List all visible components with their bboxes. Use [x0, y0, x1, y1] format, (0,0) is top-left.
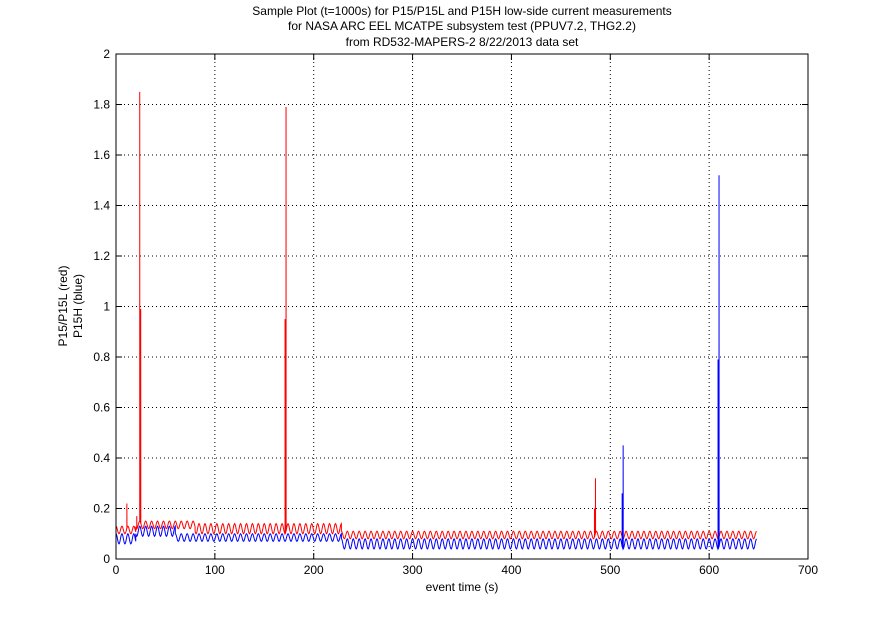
x-tick-label: 600 [699, 563, 719, 577]
series-layer [115, 91, 757, 551]
x-tick-label: 100 [205, 563, 225, 577]
y-tick-label: 1.6 [93, 148, 110, 162]
x-tick-label: 500 [600, 563, 620, 577]
y-tick-label: 1.8 [93, 98, 110, 112]
x-tick-label: 700 [798, 563, 818, 577]
y-tick-label: 1.2 [93, 249, 110, 263]
y-tick-label: 1.4 [93, 199, 110, 213]
y-tick-label: 0.6 [93, 401, 110, 415]
x-tick-label: 400 [501, 563, 521, 577]
grid-lines [116, 54, 808, 559]
y-axis-label-line-2: P15H (blue) [71, 274, 85, 338]
chart-title: Sample Plot (t=1000s) for P15/P15L and P… [252, 4, 671, 49]
axis-ticks [115, 53, 809, 560]
title-line-2: for NASA ARC EEL MCATPE subsystem test (… [288, 19, 636, 33]
y-tick-label: 0.8 [93, 350, 110, 364]
y-tick-label: 0.4 [93, 451, 110, 465]
series-line-2 [115, 175, 757, 551]
y-tick-label: 2 [103, 47, 110, 61]
y-tick-label: 1 [103, 300, 110, 314]
y-axis-label: P15/P15L (red) P15H (blue) [56, 266, 85, 347]
y-axis-label-line-1: P15/P15L (red) [56, 266, 70, 347]
y-tick-label: 0.2 [93, 502, 110, 516]
x-tick-label: 200 [304, 563, 324, 577]
y-tick-label: 0 [103, 552, 110, 566]
title-line-1: Sample Plot (t=1000s) for P15/P15L and P… [252, 4, 671, 18]
x-tick-label: 300 [403, 563, 423, 577]
x-axis-label: event time (s) [426, 580, 499, 594]
series-line-1 [115, 91, 757, 540]
tick-labels: 0 100 200 300 400 500 600 700 0 0.2 0.4 0.6 0.8 1 1.2 1… [93, 47, 818, 577]
x-tick-label: 0 [113, 563, 120, 577]
title-line-3: from RD532-MAPERS-2 8/22/2013 data set [346, 35, 579, 49]
